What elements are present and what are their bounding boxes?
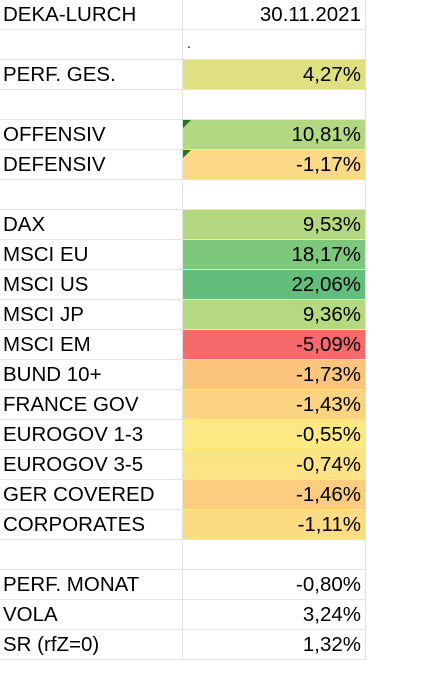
cell-label[interactable]: DEFENSIV [3,153,106,176]
index-row: BUND 10+ -1,73% [0,360,366,390]
header-row: DEKA-LURCH 30.11.2021 [0,0,366,30]
perf-total-row: PERF. GES. 4,27% [0,60,366,90]
cell-label[interactable]: OFFENSIV [3,123,106,146]
cell-value[interactable]: 3,24% [302,603,361,626]
cell-fund-name[interactable]: DEKA-LURCH [3,3,137,26]
cell-label[interactable]: MSCI EU [3,243,89,266]
cell-label[interactable]: EUROGOV 3-5 [3,453,144,476]
cell-value[interactable]: -1,73% [183,360,365,389]
stray-dot: . [187,35,191,51]
column-divider [365,0,366,660]
cell-value[interactable]: -1,17% [183,150,365,179]
cell-label[interactable]: BUND 10+ [3,363,102,386]
cell-value[interactable]: 9,36% [183,300,365,329]
stat-row: VOLA 3,24% [0,600,366,630]
strategy-row-offensiv: OFFENSIV 10,81% [0,120,366,150]
index-row: CORPORATES -1,11% [0,510,366,540]
index-row: EUROGOV 1-3 -0,55% [0,420,366,450]
cell-label[interactable]: MSCI EM [3,333,91,356]
cell-value[interactable]: -5,09% [183,330,365,359]
cell-label[interactable]: MSCI JP [3,303,84,326]
cell-value[interactable]: -1,43% [183,390,365,419]
empty-row [0,540,366,570]
cell-date[interactable]: 30.11.2021 [259,3,361,26]
stat-row: PERF. MONAT -0,80% [0,570,366,600]
strategy-row-defensiv: DEFENSIV -1,17% [0,150,366,180]
cell-value[interactable]: 9,53% [183,210,365,239]
index-row: FRANCE GOV -1,43% [0,390,366,420]
index-row: MSCI EU 18,17% [0,240,366,270]
cell-value[interactable]: 10,81% [183,120,365,149]
cell-value[interactable]: -0,55% [183,420,365,449]
cell-value[interactable]: -0,80% [296,573,361,596]
cell-label[interactable]: PERF. GES. [3,63,116,86]
cell-label[interactable]: PERF. MONAT [3,573,140,596]
cell-value[interactable]: 4,27% [183,60,365,89]
cell-label[interactable]: VOLA [3,603,58,626]
index-row: EUROGOV 3-5 -0,74% [0,450,366,480]
empty-row [0,30,366,60]
cell-label[interactable]: CORPORATES [3,513,145,536]
cell-value[interactable]: -1,11% [183,510,365,539]
cell-value[interactable]: -0,74% [183,450,365,479]
cell-label[interactable]: SR (rfZ=0) [3,633,100,656]
cell-label[interactable]: MSCI US [3,273,89,296]
cell-value[interactable]: -1,46% [183,480,365,509]
cell-label[interactable]: EUROGOV 1-3 [3,423,144,446]
index-row: MSCI US 22,06% [0,270,366,300]
index-row: GER COVERED -1,46% [0,480,366,510]
index-row: MSCI JP 9,36% [0,300,366,330]
cell-value[interactable]: 18,17% [183,240,365,269]
stat-row: SR (rfZ=0) 1,32% [0,630,366,660]
index-row: DAX 9,53% [0,210,366,240]
empty-row [0,180,366,210]
cell-value[interactable]: 22,06% [183,270,365,299]
comment-indicator-icon[interactable] [183,150,191,158]
empty-row [0,90,366,120]
cell-label[interactable]: GER COVERED [3,483,155,506]
column-divider [182,0,183,660]
cell-label[interactable]: FRANCE GOV [3,393,139,416]
cell-label[interactable]: DAX [3,213,46,236]
comment-indicator-icon[interactable] [183,120,191,128]
index-row: MSCI EM -5,09% [0,330,366,360]
cell-value[interactable]: 1,32% [302,633,361,656]
